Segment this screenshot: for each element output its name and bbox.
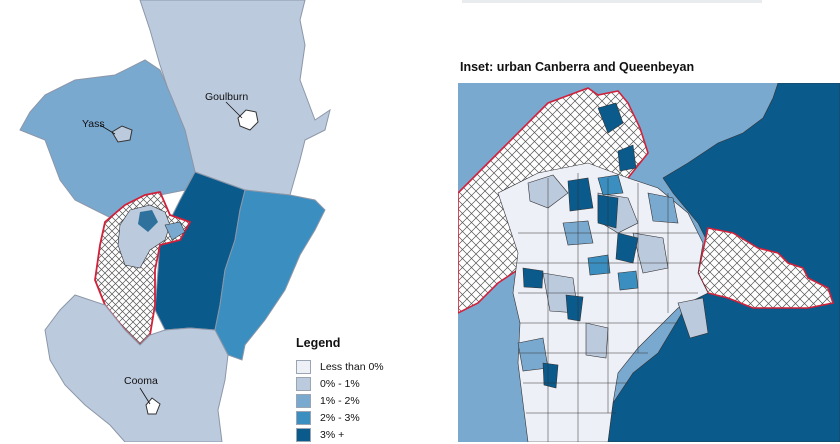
inset-suburb-dark [565,294,584,322]
act-urban-dark [138,210,158,232]
legend-item: 1% - 2% [296,393,436,410]
queanbeyan-area [164,221,186,241]
town-label-yass: Yass [82,118,105,130]
region-cooma [44,294,229,442]
inset-suburb-medium-dark [617,270,639,291]
cropped-caption-strip [462,0,762,3]
inset-suburb-dark [542,362,559,389]
legend: Legend Less than 0% 0% - 1% 1% - 2% 2% -… [296,336,436,444]
town-label-cooma: Cooma [124,375,158,387]
inset-title: Inset: urban Canberra and Queenbeyan [460,60,695,74]
inset-suburb-dark [567,177,594,212]
inset-suburb-light [585,322,609,359]
legend-swatch [296,428,311,442]
inset-suburb-boundaries [513,173,703,442]
legend-label: 2% - 3% [320,412,360,424]
town-goulburn-shape [237,109,259,131]
legend-label: 1% - 2% [320,395,360,407]
legend-label: 3% + [320,429,345,441]
inset-suburb-medium-dark [587,254,611,276]
legend-swatch [296,377,311,391]
legend-item: Less than 0% [296,359,436,376]
inset-east-hatched [697,227,835,309]
legend-label: 0% - 1% [320,378,360,390]
legend-swatch [296,394,311,408]
inset-suburb-medium-dark [597,174,624,196]
inset-suburb-mid [647,192,679,224]
legend-swatch [296,360,311,374]
legend-title: Legend [296,336,341,350]
inset-map-canberra [458,83,840,442]
main-region-map: Goulburn Yass Cooma [19,0,331,442]
legend-item: 2% - 3% [296,410,436,427]
inset-suburb-dark [522,267,544,289]
legend-swatch [296,411,311,425]
inset-suburb-dark [597,102,624,134]
inset-suburb-dark [617,144,637,172]
town-label-goulburn: Goulburn [205,91,248,103]
region-east [214,189,326,361]
town-cooma-shape [145,397,161,415]
inset-suburb-light [677,297,709,339]
legend-item: 0% - 1% [296,376,436,393]
town-yass-shape [111,125,133,143]
legend-item: 3% + [296,427,436,444]
legend-label: Less than 0% [320,361,384,373]
